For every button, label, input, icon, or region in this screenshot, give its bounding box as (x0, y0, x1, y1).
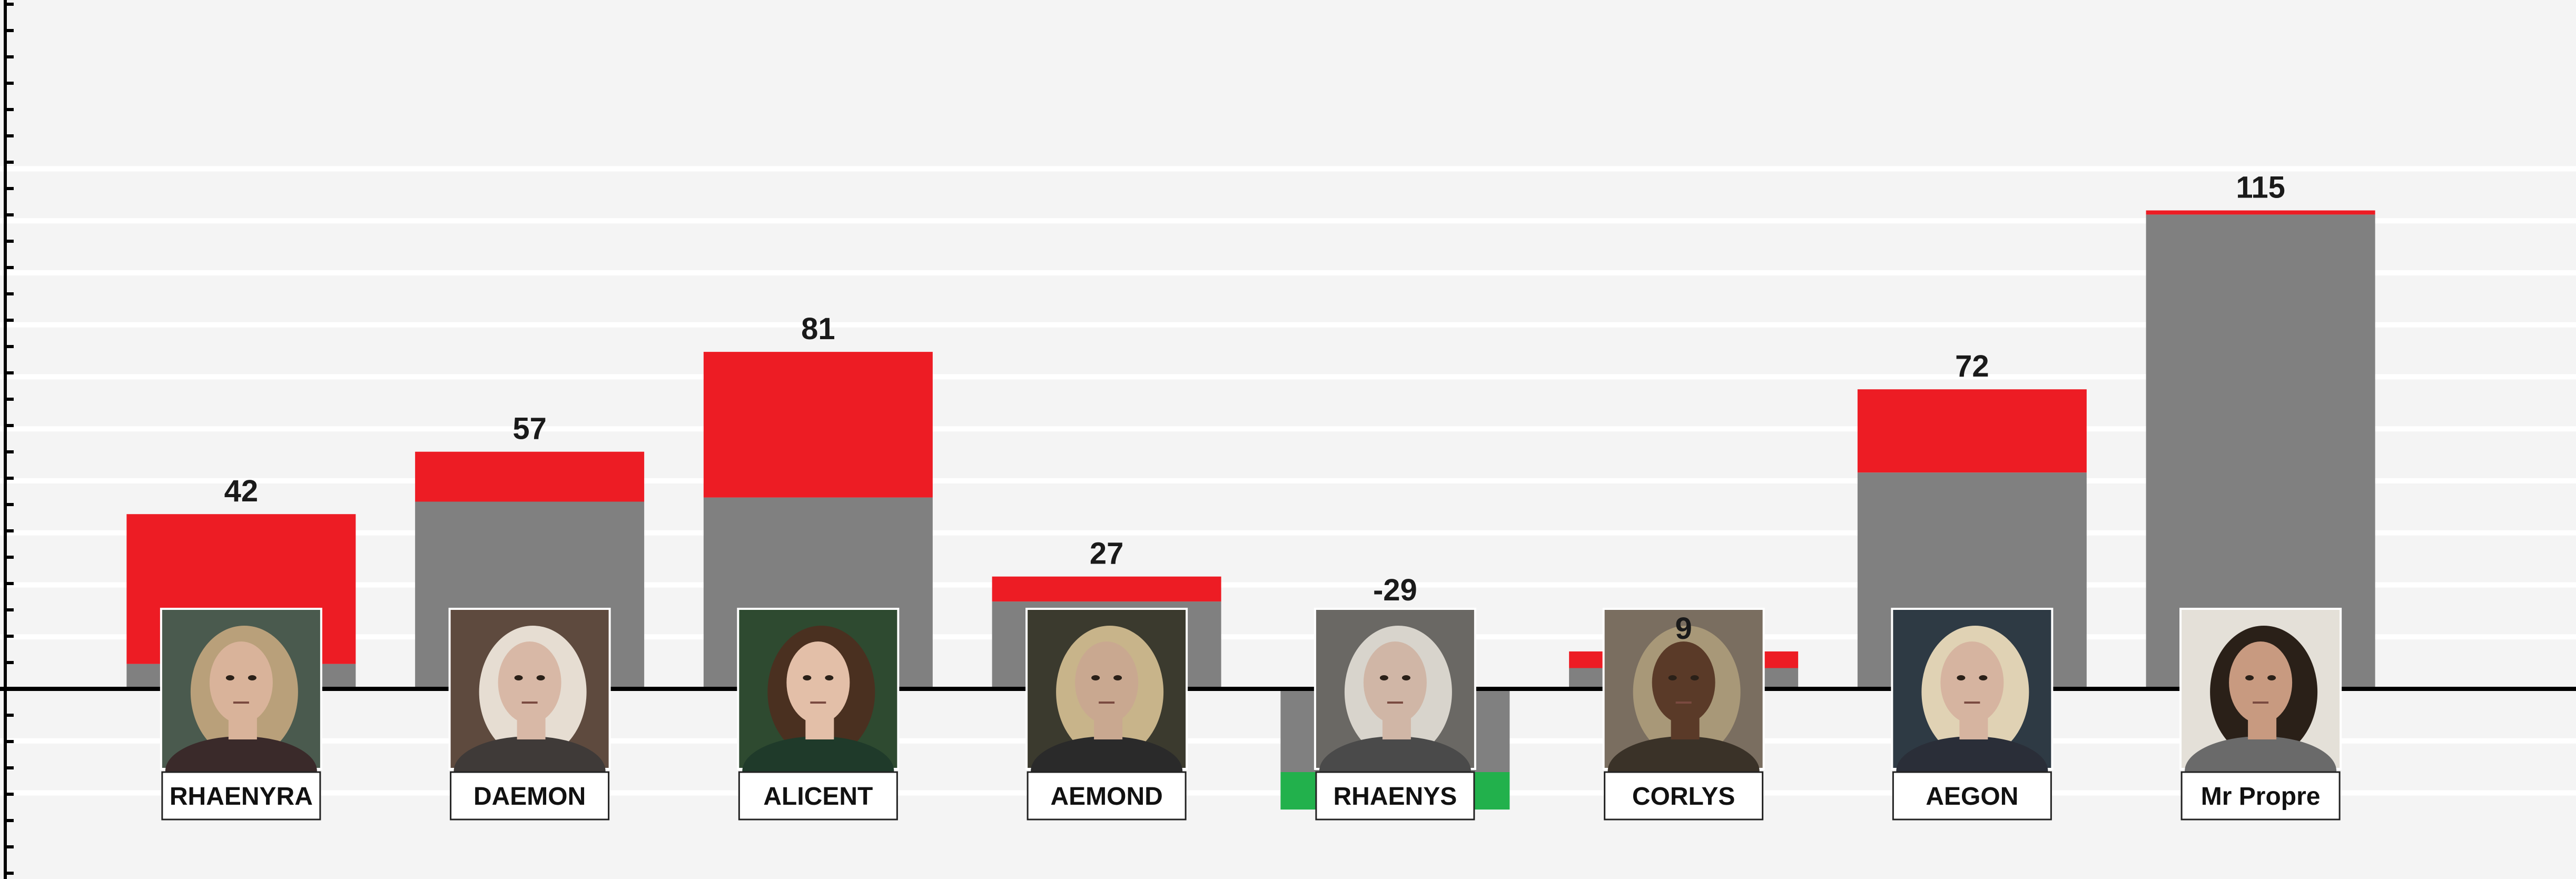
portrait-mouth (1387, 702, 1403, 704)
portrait-eye (2245, 675, 2254, 680)
category-label: Mr Propre (2201, 783, 2321, 811)
portrait-face (786, 641, 850, 724)
portrait-eye (536, 675, 545, 680)
portrait-eye (514, 675, 523, 680)
value-label: 81 (801, 312, 835, 346)
dark-haired-man-portrait-icon (2179, 608, 2342, 806)
value-label: 72 (1955, 349, 1989, 383)
portrait-face (1363, 641, 1427, 724)
portrait-face (1940, 641, 2004, 724)
category-label: AEGON (1926, 783, 2018, 811)
portrait-eye (248, 675, 256, 680)
portrait-mouth (2253, 702, 2269, 704)
name-box (450, 771, 610, 821)
name-box (738, 771, 898, 821)
portrait-eye (1113, 675, 1122, 680)
bar-segment-mr-propre-1 (2146, 210, 2375, 215)
portrait-mouth (1099, 702, 1115, 704)
name-box (161, 771, 321, 821)
dark-haired-woman-portrait-icon (737, 608, 900, 806)
portrait-eye (1379, 675, 1388, 680)
portrait-eye (225, 675, 234, 680)
name-box (1027, 771, 1187, 821)
y-axis (4, 0, 14, 879)
name-box (1892, 771, 2052, 821)
portrait-eye (1979, 675, 1988, 680)
portrait-mouth (1964, 702, 1980, 704)
portrait-eye (1401, 675, 1410, 680)
portrait-face (498, 641, 561, 724)
value-label: -29 (1373, 573, 1417, 607)
portrait-face (209, 641, 273, 724)
portrait-eye (2267, 675, 2276, 680)
portrait-eye (825, 675, 834, 680)
category-label: RHAENYRA (170, 783, 313, 811)
value-label: 42 (224, 474, 259, 508)
bar-segment-alicent-1 (703, 352, 933, 498)
category-label: ALICENT (763, 783, 873, 811)
portrait-eye (1690, 675, 1699, 680)
portrait-mouth (233, 702, 249, 704)
category-label: DAEMON (473, 783, 586, 811)
portrait-face (1075, 641, 1139, 724)
bar-segment-daemon-1 (415, 451, 645, 502)
labels-group: 42 RHAENYRA 57 DAEMON 81 ALICENT 27 AEMOND -29 RH… (161, 171, 2341, 821)
young-blond-man-portrait-icon (1891, 608, 2054, 806)
name-box (1315, 771, 1475, 821)
portrait-eye (1668, 675, 1677, 680)
category-label: AEMOND (1050, 783, 1162, 811)
portrait-face (2229, 641, 2293, 724)
portrait-face (1652, 641, 1715, 724)
portrait-mouth (521, 702, 538, 704)
bar-segment-aegon-1 (1857, 389, 2087, 473)
portrait-mouth (810, 702, 826, 704)
value-label: 9 (1675, 611, 1692, 646)
name-box (1604, 771, 1764, 821)
value-label: 27 (1090, 537, 1124, 571)
name-box (2180, 771, 2341, 821)
portrait-eye (1091, 675, 1100, 680)
category-label: RHAENYS (1334, 783, 1457, 811)
portrait-mouth (1675, 702, 1692, 704)
value-label: 115 (2236, 171, 2285, 205)
value-label: 57 (512, 412, 547, 446)
category-label: CORLYS (1632, 783, 1735, 811)
portrait-eye (803, 675, 812, 680)
portrait-eye (1957, 675, 1966, 680)
bar-segment-aemond-1 (992, 576, 1221, 602)
